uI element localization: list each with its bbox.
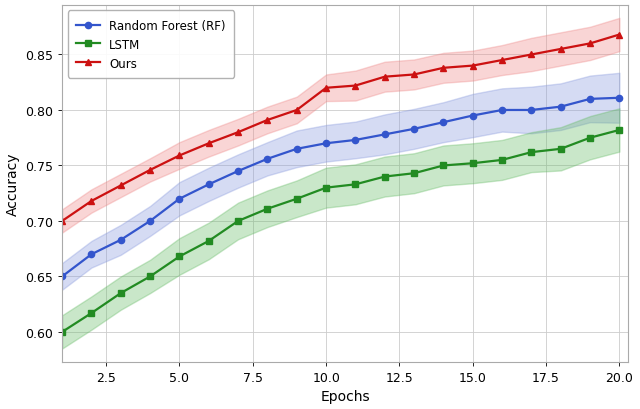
Ours bbox=[557, 47, 564, 52]
Line: Random Forest (RF): Random Forest (RF) bbox=[59, 95, 623, 280]
Ours bbox=[440, 66, 447, 71]
Ours bbox=[499, 58, 506, 63]
LSTM bbox=[175, 254, 183, 259]
LSTM bbox=[381, 175, 388, 180]
Random Forest (RF) bbox=[175, 197, 183, 202]
LSTM bbox=[234, 219, 242, 224]
Ours bbox=[58, 219, 66, 224]
LSTM bbox=[469, 162, 477, 166]
Ours bbox=[616, 33, 623, 38]
Random Forest (RF) bbox=[527, 108, 535, 113]
Random Forest (RF) bbox=[410, 127, 418, 132]
LSTM bbox=[410, 171, 418, 176]
LSTM bbox=[293, 197, 301, 202]
Random Forest (RF) bbox=[88, 252, 95, 257]
X-axis label: Epochs: Epochs bbox=[321, 389, 370, 403]
Random Forest (RF) bbox=[205, 182, 212, 187]
Random Forest (RF) bbox=[234, 169, 242, 174]
Line: LSTM: LSTM bbox=[59, 128, 623, 335]
Random Forest (RF) bbox=[264, 157, 271, 162]
Ours bbox=[469, 64, 477, 69]
Ours bbox=[234, 130, 242, 135]
Random Forest (RF) bbox=[586, 97, 594, 102]
Random Forest (RF) bbox=[499, 108, 506, 113]
Ours bbox=[410, 73, 418, 78]
Ours bbox=[205, 142, 212, 146]
Random Forest (RF) bbox=[381, 133, 388, 137]
LSTM bbox=[586, 136, 594, 141]
Random Forest (RF) bbox=[117, 238, 125, 243]
LSTM bbox=[147, 274, 154, 279]
Random Forest (RF) bbox=[147, 219, 154, 224]
Legend: Random Forest (RF), LSTM, Ours: Random Forest (RF), LSTM, Ours bbox=[68, 11, 234, 79]
LSTM bbox=[323, 186, 330, 191]
Random Forest (RF) bbox=[351, 138, 359, 143]
LSTM bbox=[58, 330, 66, 335]
Ours bbox=[293, 108, 301, 113]
LSTM bbox=[440, 164, 447, 169]
Line: Ours: Ours bbox=[59, 32, 623, 225]
Ours bbox=[527, 53, 535, 58]
Ours bbox=[147, 168, 154, 173]
Ours bbox=[88, 199, 95, 204]
LSTM bbox=[616, 128, 623, 133]
Ours bbox=[175, 154, 183, 159]
LSTM bbox=[88, 311, 95, 316]
Random Forest (RF) bbox=[440, 120, 447, 125]
Ours bbox=[381, 75, 388, 80]
Random Forest (RF) bbox=[469, 114, 477, 119]
Random Forest (RF) bbox=[616, 96, 623, 101]
Random Forest (RF) bbox=[293, 147, 301, 152]
LSTM bbox=[557, 147, 564, 152]
LSTM bbox=[499, 158, 506, 163]
LSTM bbox=[205, 239, 212, 244]
Ours bbox=[264, 118, 271, 123]
Random Forest (RF) bbox=[58, 274, 66, 279]
Random Forest (RF) bbox=[557, 105, 564, 110]
Ours bbox=[586, 42, 594, 47]
LSTM bbox=[117, 291, 125, 296]
LSTM bbox=[264, 207, 271, 212]
Y-axis label: Accuracy: Accuracy bbox=[6, 152, 20, 216]
Ours bbox=[351, 84, 359, 89]
LSTM bbox=[527, 151, 535, 155]
Ours bbox=[323, 86, 330, 91]
LSTM bbox=[351, 182, 359, 187]
Ours bbox=[117, 184, 125, 189]
Random Forest (RF) bbox=[323, 142, 330, 146]
